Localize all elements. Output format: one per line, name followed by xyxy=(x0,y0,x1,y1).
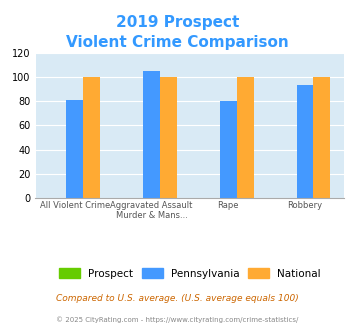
Bar xyxy=(143,71,160,198)
Legend: Prospect, Pennsylvania, National: Prospect, Pennsylvania, National xyxy=(55,264,325,283)
Bar xyxy=(160,77,177,198)
Bar xyxy=(83,77,100,198)
Text: Violent Crime Comparison: Violent Crime Comparison xyxy=(66,35,289,50)
Bar xyxy=(296,85,313,198)
Text: 2019 Prospect: 2019 Prospect xyxy=(116,15,239,30)
Bar xyxy=(66,100,83,198)
Bar xyxy=(313,77,330,198)
Text: © 2025 CityRating.com - https://www.cityrating.com/crime-statistics/: © 2025 CityRating.com - https://www.city… xyxy=(56,317,299,323)
Text: Compared to U.S. average. (U.S. average equals 100): Compared to U.S. average. (U.S. average … xyxy=(56,294,299,303)
Bar xyxy=(237,77,253,198)
Bar xyxy=(220,101,237,198)
